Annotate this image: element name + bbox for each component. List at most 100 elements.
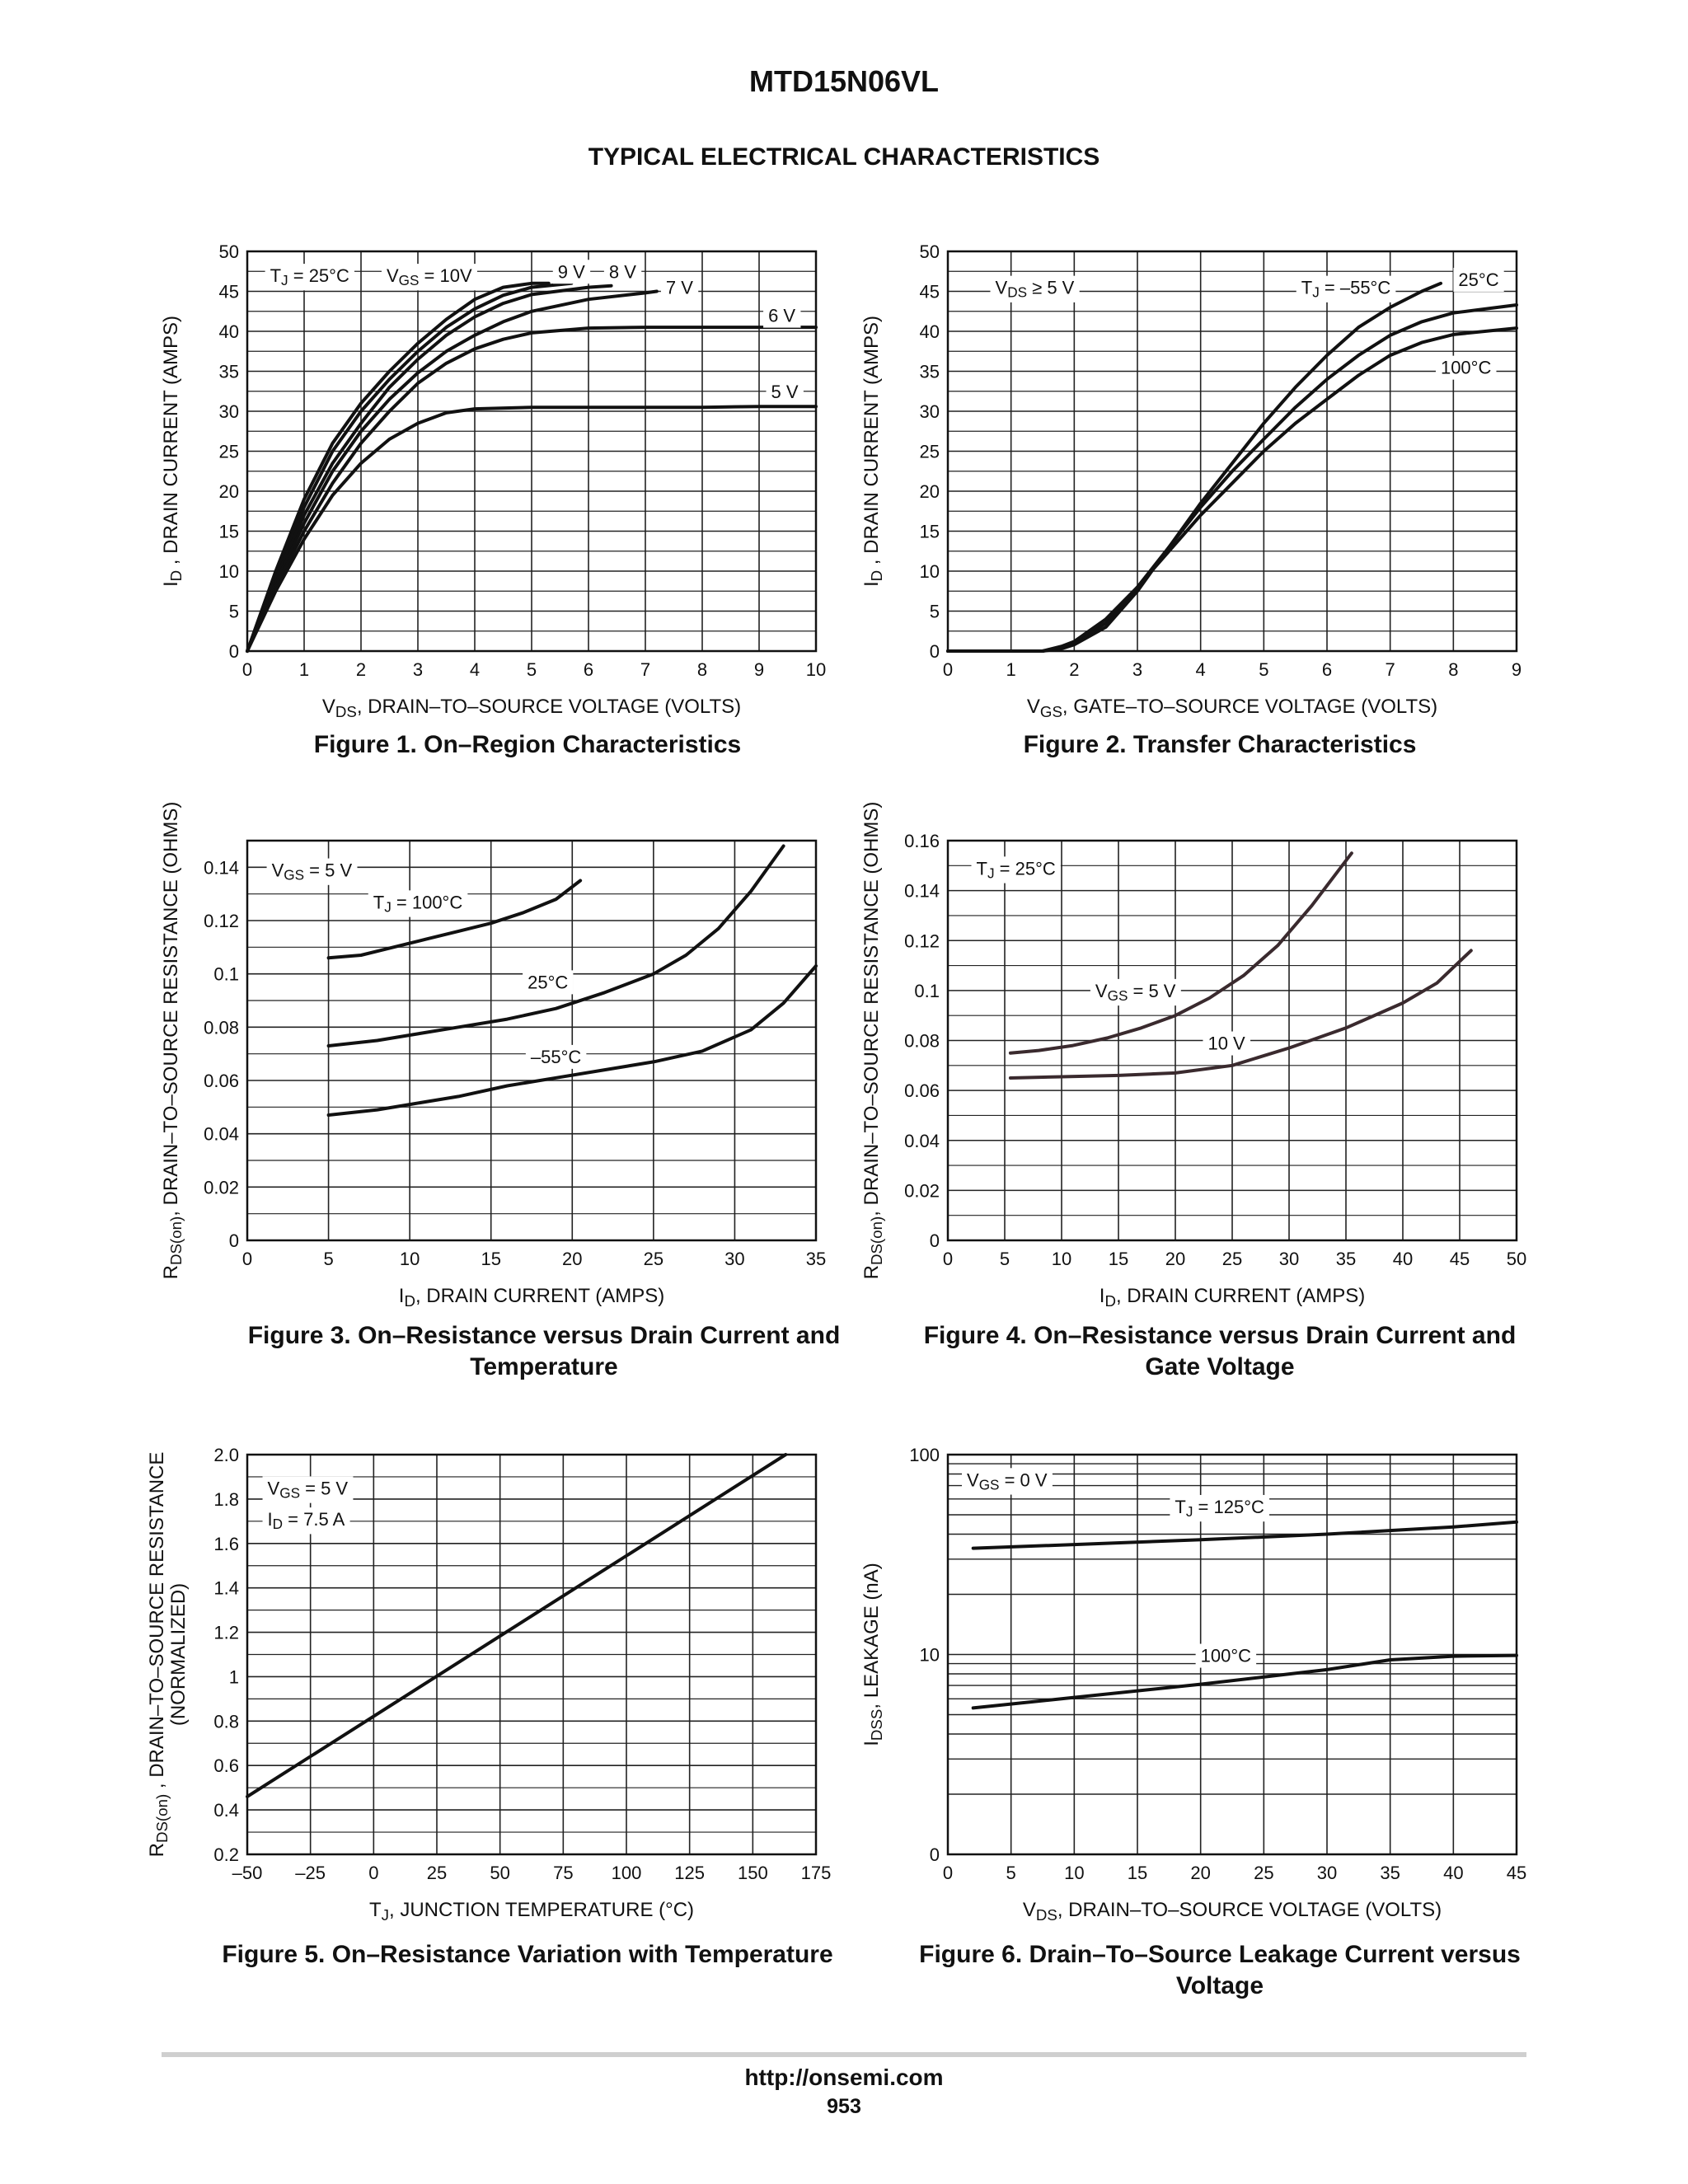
y-tick-label: 1.4 [213,1578,239,1599]
annotation-bg [990,275,1080,302]
annotation-0: VGS = 5 V [268,1478,349,1501]
series-line-4 [246,326,818,653]
x-tick-label: 20 [562,1249,582,1269]
series-label-0: VGS = 5 V [1095,981,1176,1004]
x-tick-label: 9 [1512,659,1522,680]
caption-figure-6: Figure 6. Drain–To–Source Leakage Curren… [919,1941,1521,1999]
x-tick-label: 6 [1322,659,1332,680]
y-axis-label: RDS(on), DRAIN–TO–SOURCE RESISTANCE (OHM… [860,802,885,1280]
y-tick-label: 10 [920,1645,940,1666]
x-tick-label: 15 [1109,1249,1128,1269]
plot-frame [246,1453,818,1856]
series-label-0: VGS = 10V [387,265,472,288]
series-line-0 [246,281,551,653]
y-tick-label: 25 [219,442,239,462]
annotation-bg [971,856,1061,883]
series-line-2 [326,964,818,1117]
y-tick-label: 5 [930,602,940,622]
y-tick-label: 0.8 [213,1711,239,1732]
y-tick-label: 5 [229,602,239,622]
series-label-0: TJ = 125°C [1175,1497,1264,1520]
series-label-bg [368,890,468,917]
series-label-bg [766,379,804,404]
x-tick-label: 25 [1222,1249,1242,1269]
annotation-1: ID = 7.5 A [268,1509,345,1532]
y-tick-label: 0.06 [904,1080,940,1101]
y-tick-label: 15 [920,522,940,542]
x-tick-label: 10 [1064,1863,1084,1883]
series-line-1 [326,844,785,1047]
x-tick-label: 25 [644,1249,663,1269]
page-number: 953 [827,2095,861,2118]
series-label-bg [525,1044,587,1069]
x-tick-label: 25 [427,1863,447,1883]
series-line-2 [946,326,1518,653]
x-tick-label: 125 [674,1863,705,1883]
series-line-1 [1008,949,1473,1080]
y-axis-label: ID , DRAIN CURRENT (AMPS) [860,316,885,587]
figure-3: 0 5 10 15 20 25 30 35 0 0.02 0.04 0.06 0.08 0.1 0.12 0.… [115,802,907,1331]
y-tick-label: 0.16 [904,831,940,851]
series-label-bg [1170,1494,1270,1522]
x-axis-label: TJ, JUNCTION TEMPERATURE (°C) [369,1899,694,1924]
x-tick-label: 4 [470,659,480,680]
y-tick-label: 0.08 [204,1017,239,1038]
x-tick-label: –50 [232,1863,263,1883]
y-tick-label: 10 [219,561,239,582]
x-tick-label: 1 [1006,659,1016,680]
x-tick-label: 45 [1450,1249,1470,1269]
y-tick-label: 15 [219,522,239,542]
x-tick-label: 100 [612,1863,642,1883]
plot-area [246,250,818,653]
annotation-0: TJ = 25°C [270,265,349,288]
x-tick-label: 50 [1507,1249,1526,1269]
y-tick-label: 35 [219,362,239,382]
x-tick-label: 0 [368,1863,378,1883]
annotation-bg [262,1476,354,1503]
x-tick-label: 15 [481,1249,500,1269]
x-tick-label: 5 [1000,1249,1010,1269]
chart-svg: 0 5 10 15 20 25 30 35 0 0.02 0.04 0.06 0.08 0.1 0.12 0.… [160,802,826,1310]
figure-1: 0 1 2 3 4 5 6 7 8 9 10 0 5 10 15 20 25 30 35 40 45 50 VDS, DRA… [115,231,907,742]
series-line-0 [326,879,583,960]
y-axis-label: RDS(on) , DRAIN–TO–SOURCE RESISTANCE [146,1452,171,1858]
x-axis-label: VDS, DRAIN–TO–SOURCE VOLTAGE (VOLTS) [1023,1899,1442,1924]
plot-frame [246,250,818,653]
series-line-3 [246,289,659,653]
x-tick-label: 0 [943,1863,953,1883]
page-title: MTD15N06VL [748,64,940,98]
x-tick-label: 8 [1448,659,1458,680]
y-tick-label: 30 [920,401,940,422]
series-label-1: 9 V [558,261,585,282]
y-tick-label: 0.14 [204,857,239,878]
y-tick-label: 0 [229,1230,239,1251]
y-tick-label: 0 [229,641,239,662]
x-tick-label: 0 [242,1249,252,1269]
y-tick-label: 0.02 [204,1177,239,1197]
plot-area [946,250,1518,653]
x-axis-label: ID, DRAIN CURRENT (AMPS) [1100,1285,1365,1310]
y-tick-label: 1.2 [213,1623,239,1643]
x-tick-label: 10 [400,1249,420,1269]
figure-6: 0 5 10 15 20 25 30 35 40 45 0 10 100 VDS, DRAIN–TO–SO… [816,1434,1607,1945]
caption-figure-2: Figure 2. Transfer Characteristics [1023,731,1417,758]
caption-figure-1: Figure 1. On–Region Characteristics [313,731,742,758]
y-tick-label: 2.0 [213,1445,239,1465]
annotation-0: TJ = 25°C [977,858,1056,881]
x-tick-label: 2 [1069,659,1079,680]
annotation-0: VGS = 5 V [272,860,353,883]
x-tick-label: 2 [356,659,366,680]
series-line-0 [246,1453,788,1798]
series-line-1 [246,281,574,653]
series-label-2: –55°C [531,1047,582,1067]
series-label-1: 10 V [1207,1033,1245,1054]
y-tick-label: 40 [219,321,239,342]
x-tick-label: 75 [553,1863,573,1883]
x-tick-label: 3 [413,659,423,680]
x-tick-label: 7 [640,659,650,680]
y-tick-label: 1.8 [213,1489,239,1510]
x-axis-label: VGS, GATE–TO–SOURCE VOLTAGE (VOLTS) [1027,696,1437,720]
y-tick-label: 10 [920,561,940,582]
figure-5: –50 –25 0 25 50 75 100 125 150 175 0.2 0.4 0.6 0.8 1 1.… [115,1434,907,1945]
